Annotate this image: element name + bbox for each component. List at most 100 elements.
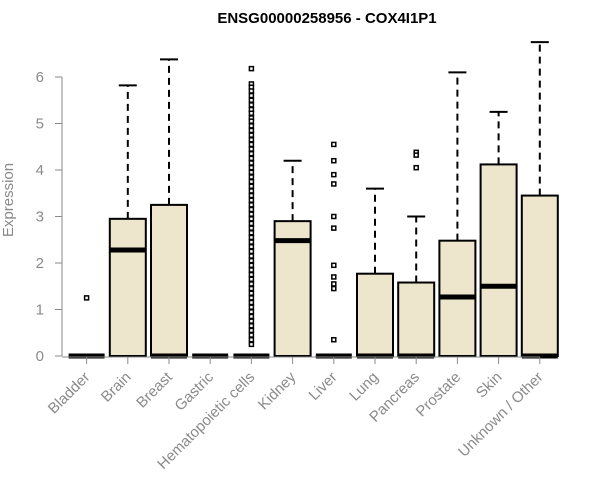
outlier-point xyxy=(248,132,255,138)
outlier-point xyxy=(248,97,255,103)
outlier-point xyxy=(248,225,255,231)
outlier-point xyxy=(248,127,255,134)
outlier-point xyxy=(248,230,255,236)
outlier-point xyxy=(248,192,255,199)
y-tick-label: 1 xyxy=(36,302,44,319)
box-pancreas xyxy=(397,149,436,359)
outlier-point xyxy=(331,181,337,187)
y-tick-label: 2 xyxy=(36,255,44,272)
outlier-point xyxy=(331,213,337,220)
outlier-point xyxy=(248,262,255,269)
outlier-point xyxy=(331,171,337,178)
box-iqr xyxy=(273,220,312,357)
x-tick-label: Lung xyxy=(346,369,382,405)
box-prostate xyxy=(438,71,477,357)
outlier-point xyxy=(248,234,255,241)
outlier-point xyxy=(248,332,255,338)
outlier-point xyxy=(248,248,255,255)
outlier-point xyxy=(331,141,337,148)
x-tick-label: Liver xyxy=(306,369,341,404)
outlier-point xyxy=(248,313,255,320)
outlier-point xyxy=(331,274,337,280)
y-tick-label: 0 xyxy=(36,348,44,365)
outlier-point xyxy=(248,169,255,176)
box-series xyxy=(68,41,559,359)
outlier-point xyxy=(248,65,255,72)
outlier-point xyxy=(413,164,419,171)
outlier-point xyxy=(248,216,255,222)
box-kidney xyxy=(273,159,312,357)
chart-title: ENSG00000258956 - COX4I1P1 xyxy=(217,10,436,27)
y-tick-label: 5 xyxy=(36,116,44,133)
outlier-point xyxy=(248,243,255,250)
y-axis: 0 1 2 3 4 5 6 xyxy=(36,69,63,365)
outlier-point xyxy=(331,157,337,164)
outlier-point xyxy=(248,183,255,190)
outlier-point xyxy=(248,123,255,129)
outlier-point xyxy=(248,299,255,306)
outlier-point xyxy=(248,141,255,148)
box-bladder xyxy=(68,295,105,359)
outlier-point xyxy=(248,267,255,273)
y-axis-label: Expression xyxy=(0,163,17,237)
outlier-point xyxy=(248,309,255,315)
outlier-point xyxy=(248,188,255,194)
outlier-point xyxy=(83,295,90,301)
outlier-point xyxy=(248,197,255,203)
outlier-point xyxy=(248,137,255,143)
outlier-point xyxy=(248,295,255,301)
outlier-point xyxy=(248,155,255,162)
box-liver xyxy=(315,141,352,359)
outlier-point xyxy=(248,318,255,324)
x-tick-label: Prostate xyxy=(413,369,465,421)
box-iqr xyxy=(479,163,518,357)
outlier-point xyxy=(248,110,255,117)
y-tick-label: 6 xyxy=(36,69,44,86)
outlier-point xyxy=(248,304,255,310)
box-skin xyxy=(479,110,518,357)
y-tick-label: 3 xyxy=(36,209,44,226)
outlier-point xyxy=(248,88,255,94)
outlier-point xyxy=(248,323,255,329)
outlier-point xyxy=(248,257,255,264)
outlier-point xyxy=(248,211,255,217)
outlier-point xyxy=(331,262,337,269)
box-lung xyxy=(356,187,394,359)
box-iqr xyxy=(520,194,559,357)
outlier-point xyxy=(248,178,255,185)
outlier-point xyxy=(248,92,255,99)
outlier-point xyxy=(248,220,255,227)
outlier-point xyxy=(331,285,337,292)
box-breast xyxy=(150,58,188,359)
box-unknown-other xyxy=(520,41,559,359)
outlier-point xyxy=(248,253,255,259)
outlier-point xyxy=(248,285,255,292)
outlier-point xyxy=(248,102,255,108)
outlier-point xyxy=(248,327,255,334)
outlier-point xyxy=(248,150,255,157)
x-tick-label: Breast xyxy=(133,368,176,411)
box-brain xyxy=(108,84,147,357)
box-iqr xyxy=(150,203,188,357)
outlier-point xyxy=(248,336,255,343)
x-tick-label: Kidney xyxy=(255,368,300,413)
outlier-point xyxy=(248,160,255,166)
outlier-point xyxy=(248,206,255,213)
y-tick-label: 4 xyxy=(36,162,44,179)
outlier-point xyxy=(248,276,255,283)
outlier-point xyxy=(331,225,337,231)
outlier-point xyxy=(331,281,337,287)
box-iqr xyxy=(356,272,394,358)
box-iqr xyxy=(397,281,436,357)
outlier-point xyxy=(248,239,255,245)
outlier-point xyxy=(331,336,337,343)
outlier-point xyxy=(248,281,255,287)
outlier-point xyxy=(248,290,255,296)
x-tick-label: Bladder xyxy=(45,369,94,418)
outlier-point xyxy=(413,152,419,158)
outlier-point xyxy=(248,146,255,152)
outlier-point xyxy=(248,118,255,124)
